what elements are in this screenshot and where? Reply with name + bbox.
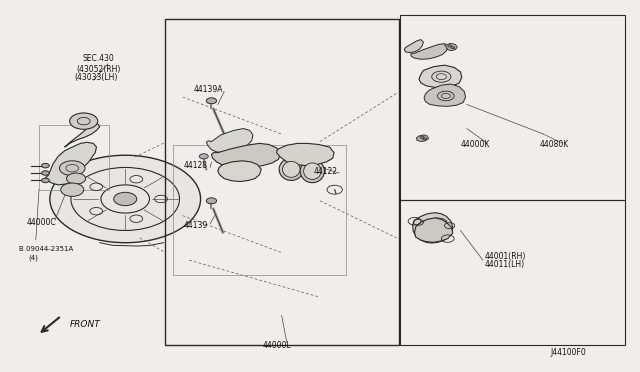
Text: 44000L: 44000L xyxy=(262,341,291,350)
Text: 44000K: 44000K xyxy=(461,140,490,149)
Circle shape xyxy=(114,192,137,206)
Circle shape xyxy=(206,98,216,104)
Polygon shape xyxy=(419,65,462,87)
Text: 44139A: 44139A xyxy=(193,85,223,94)
Polygon shape xyxy=(206,129,253,153)
Ellipse shape xyxy=(279,158,303,180)
Polygon shape xyxy=(65,124,100,147)
Text: FRONT: FRONT xyxy=(70,320,100,329)
Text: 44080K: 44080K xyxy=(540,140,569,149)
Polygon shape xyxy=(411,44,448,59)
Text: 44122: 44122 xyxy=(314,167,338,176)
Text: B 09044-2351A: B 09044-2351A xyxy=(19,246,73,252)
Circle shape xyxy=(448,45,452,47)
Text: 44000C: 44000C xyxy=(26,218,56,227)
Circle shape xyxy=(70,113,98,129)
Ellipse shape xyxy=(282,161,300,177)
Circle shape xyxy=(199,154,208,159)
Polygon shape xyxy=(211,143,280,168)
Circle shape xyxy=(42,163,49,168)
Circle shape xyxy=(42,178,49,183)
Text: 44139: 44139 xyxy=(183,221,207,230)
Circle shape xyxy=(50,155,200,243)
Text: SEC.430: SEC.430 xyxy=(83,54,114,62)
Polygon shape xyxy=(417,135,429,141)
Circle shape xyxy=(206,198,216,204)
Bar xyxy=(166,19,399,344)
Text: 44128: 44128 xyxy=(183,161,207,170)
Bar xyxy=(173,145,346,275)
Circle shape xyxy=(67,173,86,184)
Circle shape xyxy=(61,183,84,196)
Polygon shape xyxy=(415,218,453,242)
Circle shape xyxy=(423,138,427,140)
Polygon shape xyxy=(276,143,334,166)
Polygon shape xyxy=(417,218,448,235)
Bar xyxy=(400,15,625,200)
Text: 44011(LH): 44011(LH) xyxy=(484,260,525,269)
Polygon shape xyxy=(45,142,97,185)
Text: (4): (4) xyxy=(29,254,38,261)
Bar xyxy=(400,200,625,344)
Text: (43033(LH): (43033(LH) xyxy=(75,73,118,82)
Circle shape xyxy=(42,171,49,175)
Ellipse shape xyxy=(303,163,321,179)
Circle shape xyxy=(451,46,455,49)
Text: 44001(RH): 44001(RH) xyxy=(484,252,526,261)
Circle shape xyxy=(60,161,85,176)
Bar xyxy=(39,125,109,190)
Polygon shape xyxy=(404,39,424,52)
Text: (43052(RH): (43052(RH) xyxy=(76,65,120,74)
Polygon shape xyxy=(424,84,466,106)
Polygon shape xyxy=(445,43,458,51)
Polygon shape xyxy=(413,213,453,243)
Text: J44100F0: J44100F0 xyxy=(550,347,586,356)
Polygon shape xyxy=(218,161,261,182)
Circle shape xyxy=(420,136,424,138)
Ellipse shape xyxy=(300,160,324,183)
